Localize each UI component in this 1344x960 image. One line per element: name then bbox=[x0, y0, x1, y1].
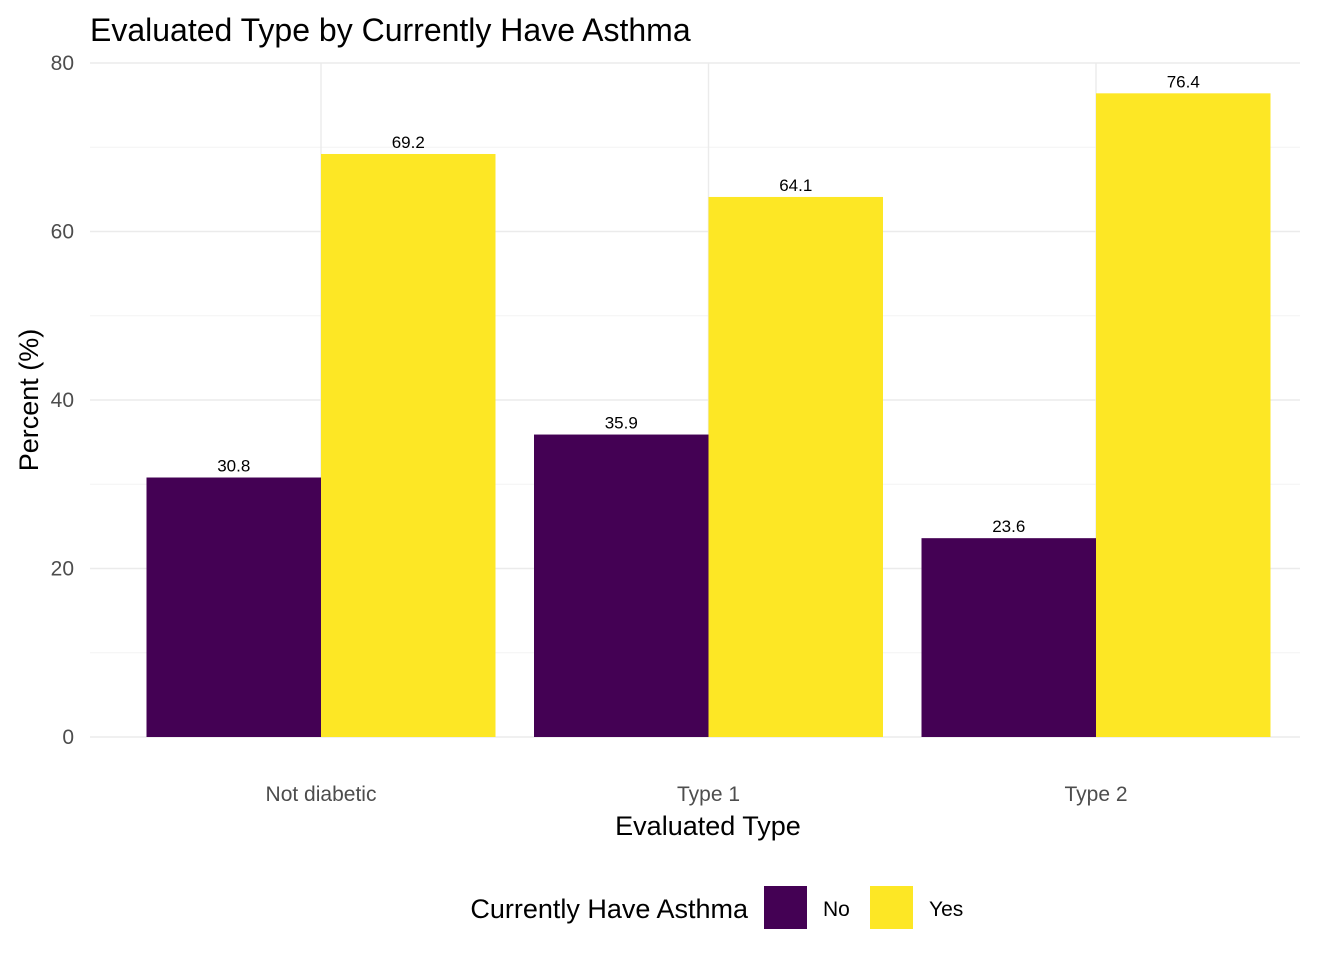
data-labels: 30.8 69.2 35.9 64.1 23.6 76.4 bbox=[217, 72, 1200, 536]
legend-label-no: No bbox=[823, 898, 850, 921]
data-label: 23.6 bbox=[992, 517, 1025, 536]
x-axis-title: Evaluated Type bbox=[615, 811, 801, 841]
bar-yes bbox=[321, 153, 496, 738]
y-tick-label: 20 bbox=[51, 558, 74, 581]
x-tick-label: Type 2 bbox=[1064, 783, 1127, 806]
bars bbox=[146, 93, 1271, 738]
data-label: 30.8 bbox=[217, 457, 250, 476]
data-label: 76.4 bbox=[1167, 72, 1200, 91]
y-axis-ticks: 0 20 40 60 80 bbox=[51, 52, 74, 749]
y-tick-label: 80 bbox=[51, 52, 74, 75]
bar-no bbox=[534, 434, 709, 737]
y-tick-label: 0 bbox=[62, 726, 74, 749]
bar-yes bbox=[708, 196, 883, 737]
y-axis-title: Percent (%) bbox=[14, 329, 44, 472]
bar-no bbox=[146, 477, 321, 737]
data-label: 35.9 bbox=[605, 414, 638, 433]
bar-no bbox=[921, 538, 1096, 737]
x-axis-ticks: Not diabetic Type 1 Type 2 bbox=[266, 783, 1128, 806]
legend-label-yes: Yes bbox=[929, 898, 963, 921]
y-tick-label: 60 bbox=[51, 221, 74, 244]
data-label: 69.2 bbox=[392, 133, 425, 152]
data-label: 64.1 bbox=[779, 176, 812, 195]
legend-title: Currently Have Asthma bbox=[470, 894, 749, 924]
legend-swatch-no bbox=[764, 886, 807, 929]
y-tick-label: 40 bbox=[51, 389, 74, 412]
bar-yes bbox=[1096, 93, 1271, 737]
x-tick-label: Type 1 bbox=[677, 783, 740, 806]
chart-title: Evaluated Type by Currently Have Asthma bbox=[90, 12, 691, 48]
x-tick-label: Not diabetic bbox=[266, 783, 377, 806]
legend: Currently Have Asthma No Yes bbox=[470, 886, 963, 929]
legend-swatch-yes bbox=[870, 886, 913, 929]
